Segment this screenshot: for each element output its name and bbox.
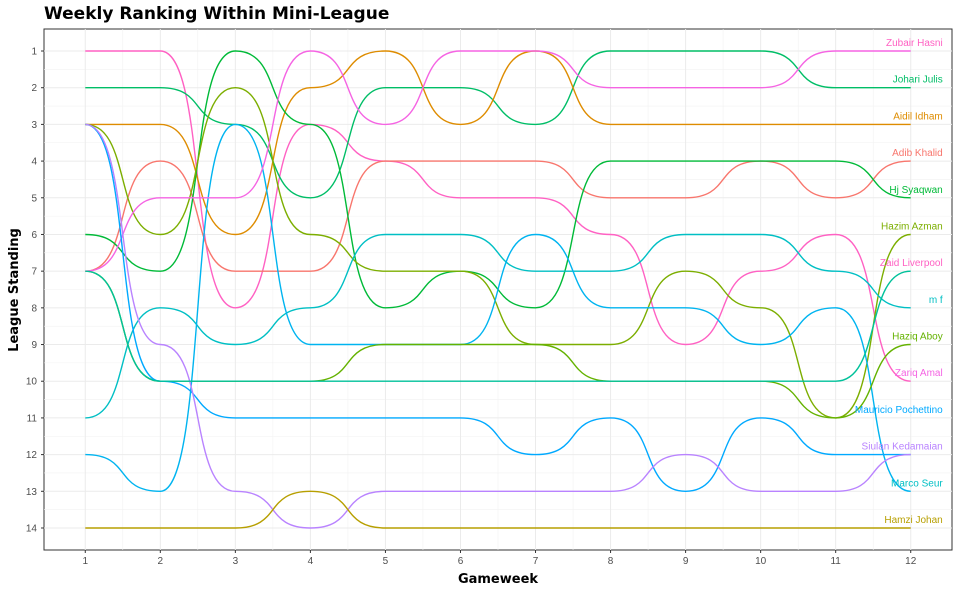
series-end-label: Johari Julis (893, 75, 943, 86)
series-end-label: Zubair Hasni (886, 38, 943, 49)
y-tick-label: 4 (31, 157, 37, 168)
x-tick-label: 2 (158, 556, 164, 567)
chart-title: Weekly Ranking Within Mini-League (44, 4, 390, 24)
series-end-label: Hamzi Johan (884, 515, 942, 526)
x-tick-label: 5 (383, 556, 389, 567)
end-labels: Zubair Hasni Johari Julis Aidil Idham Adib … (855, 38, 943, 526)
y-tick-label: 12 (26, 450, 38, 461)
series-end-label: Mauricio Pochettino (855, 405, 943, 416)
series-line (85, 233, 911, 419)
y-tick-label: 3 (31, 120, 37, 131)
y-tick-label: 14 (26, 523, 38, 534)
y-tick-label: 1 (31, 47, 37, 58)
x-tick-label: 8 (608, 556, 614, 567)
series-end-label: Aidil Idham (893, 111, 942, 122)
x-tick-label: 11 (830, 556, 841, 567)
x-tick-label: 12 (905, 556, 917, 567)
x-tick-label: 4 (308, 556, 314, 567)
series-line (85, 50, 911, 199)
x-tick-label: 10 (755, 556, 767, 567)
x-tick-label: 6 (458, 556, 464, 567)
y-axis-title: League Standing (7, 228, 22, 352)
series-lines (85, 50, 911, 529)
y-tick-label: 6 (31, 230, 37, 241)
y-tick-label: 8 (31, 303, 37, 314)
series-end-label: Zaid Liverpool (880, 258, 943, 269)
series-line (85, 490, 911, 529)
x-tick-label: 9 (683, 556, 689, 567)
x-tick-label: 1 (82, 556, 88, 567)
series-end-label: Adib Khalid (892, 148, 943, 159)
series-line (85, 270, 911, 382)
y-tick-label: 5 (31, 193, 37, 204)
y-tick-label: 13 (26, 487, 38, 498)
y-tick-label: 11 (27, 413, 38, 424)
series-end-label: Zariq Amal (895, 368, 943, 379)
series-end-label: Haziq Aboy (892, 332, 943, 343)
x-axis-title: Gameweek (458, 572, 538, 587)
series-line (85, 123, 911, 529)
series-line (85, 50, 911, 382)
y-tick-label: 7 (31, 267, 37, 278)
y-tick-label: 10 (26, 377, 38, 388)
series-end-label: Siulan Kedamaian (862, 442, 943, 453)
series-end-label: Hazim Azman (881, 221, 943, 232)
series-end-label: Hj Syaqwan (889, 185, 942, 196)
series-line (85, 50, 911, 272)
series-end-label: Marco Seur (891, 478, 943, 489)
x-tick-label: 3 (233, 556, 239, 567)
series-line (85, 123, 911, 493)
y-tick-label: 9 (31, 340, 37, 351)
series-end-label: m f (929, 295, 943, 306)
y-tick-label: 2 (31, 83, 37, 94)
series-line (85, 50, 911, 236)
x-tick-label: 7 (533, 556, 539, 567)
